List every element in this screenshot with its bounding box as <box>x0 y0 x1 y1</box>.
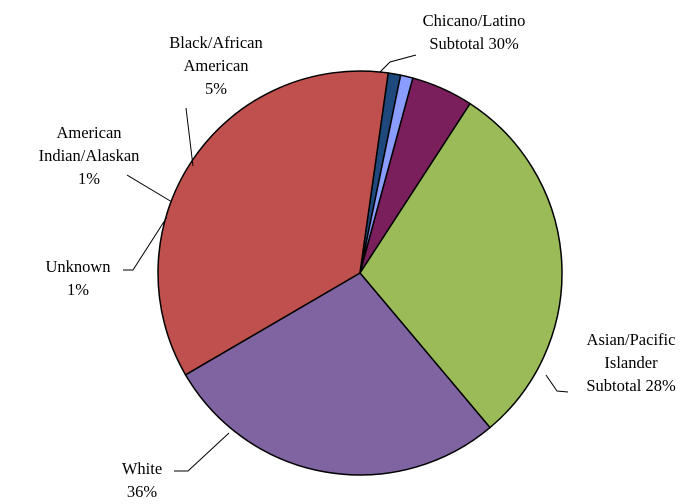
label-line-unknown-1: 1% <box>67 280 89 299</box>
leader-american-indian-alaskan <box>126 174 173 203</box>
label-line-asian-pacific-islander-1: Islander <box>604 353 658 372</box>
label-line-unknown-0: Unknown <box>45 257 110 276</box>
label-unknown: Unknown 1% <box>45 257 110 299</box>
label-line-american-indian-alaskan-2: 1% <box>78 169 100 188</box>
label-black-african-american: Black/African American 5% <box>169 33 262 98</box>
label-line-black-african-american-1: American <box>183 56 248 75</box>
slice-chicano-latino <box>359 102 563 429</box>
leader-white <box>174 432 230 472</box>
leader-unknown <box>123 216 168 271</box>
slice-black-african-american <box>359 77 472 274</box>
label-line-american-indian-alaskan-1: Indian/Alaskan <box>39 146 140 165</box>
label-chicano-latino: Chicano/Latino Subtotal 30% <box>423 11 526 53</box>
label-line-asian-pacific-islander-0: Asian/Pacific <box>587 330 676 349</box>
leader-black-african-american <box>185 107 194 167</box>
label-line-black-african-american-0: Black/African <box>169 33 262 52</box>
label-line-white-0: White <box>122 459 162 478</box>
label-line-chicano-latino-0: Chicano/Latino <box>423 11 526 30</box>
label-line-white-1: 36% <box>127 482 158 501</box>
label-white: White 36% <box>122 459 162 501</box>
label-american-indian-alaskan: American Indian/Alaskan 1% <box>39 123 140 188</box>
slice-labels: Chicano/Latino Subtotal 30% Asian/Pacific I… <box>39 11 676 501</box>
label-line-asian-pacific-islander-2: Subtotal 28% <box>586 376 676 395</box>
label-line-black-african-american-2: 5% <box>205 79 227 98</box>
label-asian-pacific-islander: Asian/Pacific Islander Subtotal 28% <box>586 330 676 395</box>
slice-asian-pacific-islander <box>184 272 492 476</box>
leader-asian-pacific-islander <box>545 374 569 393</box>
pie-slices <box>157 70 563 476</box>
label-line-american-indian-alaskan-0: American <box>56 123 121 142</box>
label-line-chicano-latino-1: Subtotal 30% <box>429 34 519 53</box>
leader-lines <box>123 54 569 472</box>
leader-chicano-latino <box>379 54 417 73</box>
